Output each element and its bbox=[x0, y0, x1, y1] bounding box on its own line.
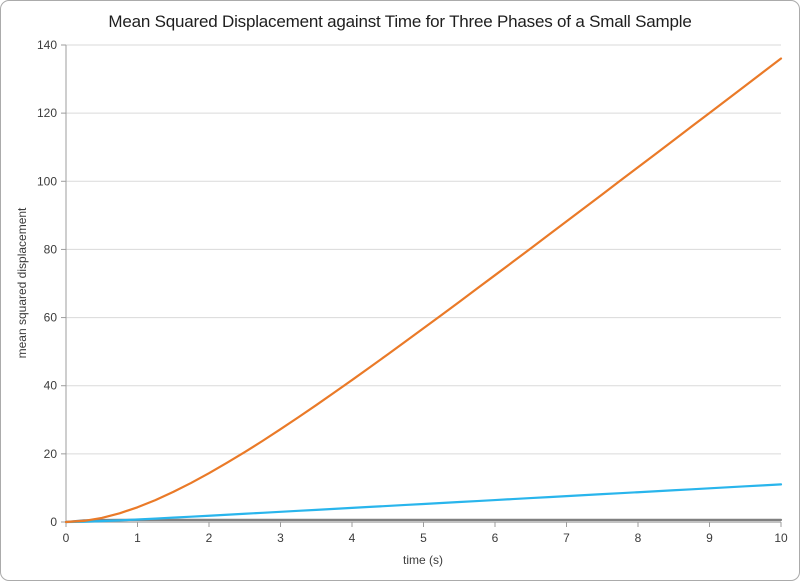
x-tick-label: 6 bbox=[492, 531, 499, 545]
x-tick-label: 0 bbox=[63, 531, 70, 545]
line-gray-series-solid-phase bbox=[64, 518, 783, 524]
axes bbox=[61, 44, 782, 527]
x-tick-label: 8 bbox=[635, 531, 642, 545]
gridlines bbox=[66, 44, 781, 455]
y-tick-label: 60 bbox=[44, 311, 58, 325]
x-tick-label: 2 bbox=[206, 531, 213, 545]
y-tick-label: 80 bbox=[44, 242, 58, 256]
chart-title: Mean Squared Displacement against Time f… bbox=[108, 12, 692, 31]
line-cyan-series-liquid-phase bbox=[64, 483, 783, 524]
x-axis-title: time (s) bbox=[403, 553, 443, 567]
x-tick-label: 3 bbox=[277, 531, 284, 545]
x-tick-label: 4 bbox=[349, 531, 356, 545]
y-tick-label: 140 bbox=[37, 38, 57, 52]
x-tick-label: 10 bbox=[774, 531, 788, 545]
x-tick-label: 5 bbox=[420, 531, 427, 545]
y-tick-label: 20 bbox=[44, 447, 58, 461]
y-tick-label: 120 bbox=[37, 106, 57, 120]
y-axis-title: mean squared displacement bbox=[15, 207, 29, 358]
line-orange-series-gas-phase bbox=[64, 57, 783, 524]
y-tick-label: 100 bbox=[37, 174, 57, 188]
x-tick-label: 1 bbox=[134, 531, 141, 545]
x-tick-label: 9 bbox=[706, 531, 713, 545]
data-series bbox=[64, 57, 783, 524]
y-tick-label: 0 bbox=[50, 515, 57, 529]
y-tick-label: 40 bbox=[44, 379, 58, 393]
x-tick-label: 7 bbox=[563, 531, 570, 545]
